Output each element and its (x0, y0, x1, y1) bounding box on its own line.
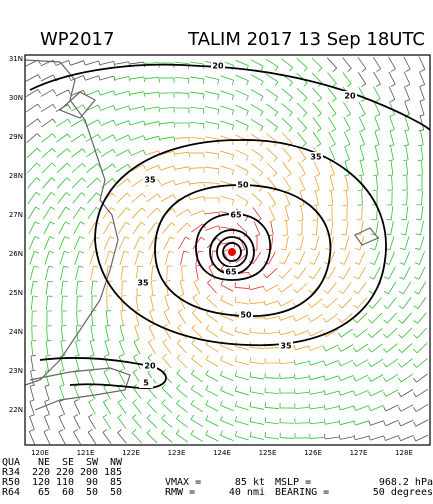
lat-label: 28N (9, 172, 23, 180)
lat-label: 24N (9, 328, 23, 336)
lon-label: 125E (259, 449, 277, 457)
lon-label: 121E (77, 449, 95, 457)
contour-label: 5 (143, 379, 149, 388)
lat-label: 25N (9, 289, 23, 297)
contour-label: 35 (144, 176, 156, 185)
lat-label: 27N (9, 211, 23, 219)
lon-label: 124E (213, 449, 231, 457)
contour-label: 65 (230, 211, 242, 220)
contour-label: 50 (240, 311, 252, 320)
stats-cell: 60 (62, 487, 74, 498)
wind-barb (160, 93, 174, 94)
lat-label: 23N (9, 367, 23, 375)
lon-label: 123E (168, 449, 186, 457)
stats-cell: 50 (86, 487, 98, 498)
wind-barb (167, 266, 168, 280)
storm-id: WP2017 (40, 29, 114, 50)
contour-label: 20 (144, 362, 156, 371)
wind-barb (264, 329, 265, 334)
contour-label: 35 (137, 279, 149, 288)
wind-barb (279, 359, 280, 364)
wind-barb (294, 389, 295, 394)
lon-label: 128E (395, 449, 413, 457)
storm-title: TALIM 2017 13 Sep 18UTC (187, 29, 425, 50)
summary-text: 40 nmi (229, 487, 265, 498)
summary-text: BEARING = (275, 487, 329, 498)
lat-label: 30N (9, 94, 23, 102)
lon-label: 122E (122, 449, 140, 457)
storm-center (228, 248, 236, 256)
wind-barb (107, 296, 108, 310)
lon-label: 127E (350, 449, 368, 457)
lon-label: 120E (31, 449, 49, 457)
contour-label: 35 (280, 342, 292, 351)
lat-label: 26N (9, 250, 23, 258)
contour-label: 50 (237, 181, 249, 190)
stats-cell: R64 (2, 487, 20, 498)
contour-label: 65 (225, 268, 237, 277)
lon-label: 126E (304, 449, 322, 457)
wind-barb (386, 219, 391, 220)
wind-barb (309, 419, 310, 424)
lat-label: 29N (9, 133, 23, 141)
wind-barb (295, 423, 309, 424)
summary-text: 50 degrees (373, 487, 433, 498)
lat-label: 31N (9, 55, 23, 63)
summary-text: RMW = (165, 487, 195, 498)
wind-barb (203, 109, 204, 114)
wind-barb (280, 423, 294, 424)
contour-label: 20 (212, 62, 224, 71)
stats-cell: 50 (110, 487, 122, 498)
stats-cell: 65 (38, 487, 50, 498)
contour-label: 20 (344, 92, 356, 101)
lat-label: 22N (9, 406, 23, 414)
wind-barb (250, 299, 251, 304)
wind-barb (33, 296, 38, 297)
contour-label: 35 (310, 153, 322, 162)
